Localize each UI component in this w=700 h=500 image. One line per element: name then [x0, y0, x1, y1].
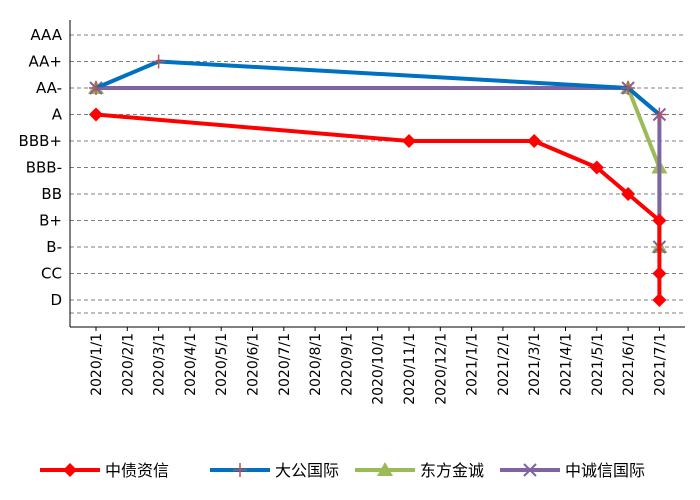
x-tick-label: 2020/3/1: [152, 333, 168, 396]
data-point-marker: [589, 160, 604, 175]
x-tick-label: 2021/4/1: [559, 333, 575, 396]
x-tick-label: 2020/2/1: [120, 333, 136, 396]
x-tick-label: 2021/7/1: [652, 333, 668, 396]
y-tick-label: D: [50, 291, 62, 309]
x-tick-label: 2021/6/1: [621, 333, 637, 396]
x-tick-label: 2020/12/1: [433, 333, 449, 405]
legend-item: 中债资信: [40, 461, 169, 480]
series-group: [88, 54, 668, 307]
data-point-marker: [652, 266, 667, 281]
y-tick-label: BBB+: [19, 132, 62, 150]
x-tick-label: 2020/11/1: [402, 333, 418, 405]
legend-item: 大公国际: [210, 461, 339, 480]
x-tick-label: 2020/1/1: [89, 333, 105, 396]
series-line: [95, 59, 661, 117]
legend-label: 中债资信: [105, 461, 169, 480]
data-point-marker: [89, 107, 103, 122]
x-tick-label: 2020/10/1: [371, 333, 387, 405]
legend-item: 中诚信国际: [500, 461, 645, 480]
x-axis: 2020/1/1 2020/2/1 2020/3/1 2020/4/1 2020/5/1…: [70, 326, 685, 405]
legend: 中债资信 大公国际 东方金诚 中诚信国际: [40, 461, 645, 480]
y-tick-label: AA-: [36, 79, 62, 97]
x-tick-label: 2020/5/1: [214, 333, 230, 396]
data-point-marker: [63, 463, 77, 477]
y-tick-label: B-: [46, 238, 62, 256]
x-tick-label: 2020/6/1: [246, 333, 262, 396]
data-point-marker: [89, 81, 103, 95]
x-tick-label: 2020/8/1: [308, 333, 324, 396]
y-tick-label: A: [52, 106, 63, 124]
data-point-marker: [523, 463, 537, 477]
y-tick-label: BB: [41, 185, 62, 203]
x-tick-label: 2020/9/1: [339, 333, 355, 396]
y-tick-label: AA+: [28, 53, 62, 71]
data-point-marker: [233, 463, 247, 477]
series-1: [89, 54, 667, 122]
series-2: [88, 80, 668, 253]
y-tick-label: BBB-: [26, 159, 62, 177]
data-point-marker: [377, 462, 393, 476]
legend-item: 东方金诚: [355, 461, 484, 480]
x-tick-label: 2021/3/1: [527, 333, 543, 396]
x-tick-label: 2020/4/1: [183, 333, 199, 396]
series-0: [89, 107, 667, 307]
x-tick-label: 2021/5/1: [590, 333, 606, 396]
data-point-marker: [527, 134, 542, 148]
x-tick-label: 2020/7/1: [277, 333, 293, 396]
data-point-marker: [402, 134, 416, 148]
x-tick-label: 2021/1/1: [465, 333, 481, 396]
y-tick-label: B+: [39, 212, 62, 230]
gridlines: [70, 34, 685, 314]
legend-label: 中诚信国际: [565, 461, 645, 480]
data-point-marker: [621, 81, 636, 95]
data-point-marker: [652, 293, 667, 307]
legend-label: 东方金诚: [420, 461, 484, 480]
x-tick-label: 2021/2/1: [496, 333, 512, 396]
legend-label: 大公国际: [275, 461, 339, 480]
data-point-marker: [151, 54, 166, 69]
data-point-marker: [621, 187, 636, 201]
series-line: [95, 112, 662, 300]
data-point-marker: [652, 213, 667, 228]
y-tick-label: CC: [41, 265, 62, 283]
y-tick-label: AAA: [30, 26, 62, 44]
data-point-marker: [652, 107, 667, 122]
